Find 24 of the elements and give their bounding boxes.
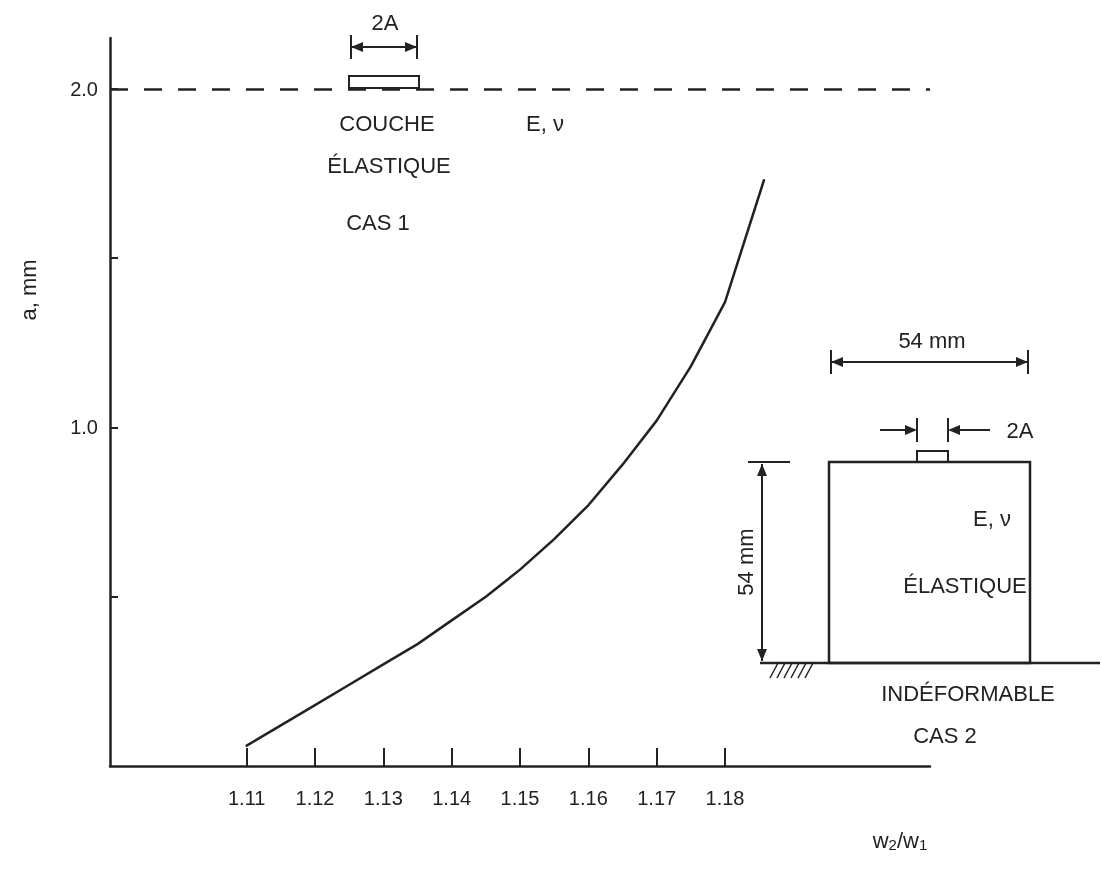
annotation: CAS 2 <box>913 722 977 748</box>
annotation: 54 mm <box>898 327 966 353</box>
x-axis-title: w2/w1 <box>871 827 928 853</box>
x-tick-label: 1.16 <box>568 787 608 809</box>
annotation: E, ν <box>526 110 564 136</box>
x-tick-label: 1.14 <box>432 787 472 809</box>
text: E, ν <box>973 505 1011 531</box>
annotation: COUCHE <box>339 110 435 136</box>
annotation: ÉLASTIQUE <box>903 572 1027 598</box>
y-tick-label: 2.0 <box>70 77 98 100</box>
text: 2A <box>371 9 399 35</box>
x-tick-label: 1.18 <box>705 787 745 809</box>
y-axis-title: a, mm <box>15 259 41 321</box>
x-tick-label: 1.17 <box>637 787 677 809</box>
annotation: INDÉFORMABLE <box>881 680 1055 706</box>
x-tick-label: 1.13 <box>363 787 403 809</box>
y-tick-label: 1.0 <box>70 416 98 439</box>
annotation: 54 mm <box>732 528 758 596</box>
text: 2A <box>1006 417 1034 443</box>
x-tick-label: 1.12 <box>295 787 335 809</box>
x-tick-label: 1.11 <box>227 787 266 809</box>
annotation: ÉLASTIQUE <box>327 152 451 178</box>
annotation: CAS 1 <box>346 209 410 235</box>
x-tick-label: 1.15 <box>500 787 540 809</box>
